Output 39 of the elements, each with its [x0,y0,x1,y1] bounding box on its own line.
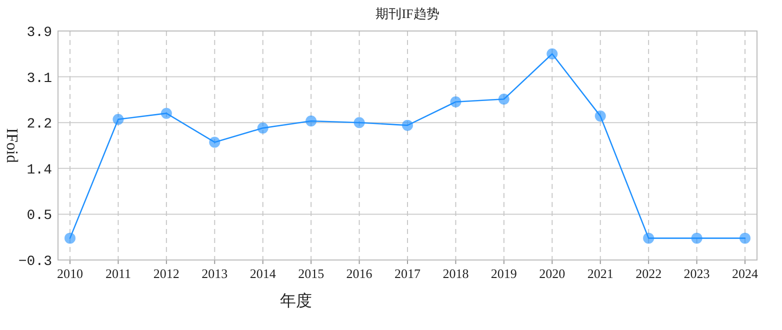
point [64,232,76,244]
x-tick-label: 2012 [153,266,180,281]
x-tick-label: 2018 [442,266,469,281]
point [643,232,654,244]
point [209,136,220,148]
x-tick-label: 2020 [539,266,566,281]
point [160,108,172,119]
x-tick-label: 2015 [298,266,324,281]
x-tick-label: 2014 [250,266,276,281]
chart-title: 期刊IF趋势 [376,6,440,21]
y-axis-title: IFoid [3,128,20,163]
y-tick-label: 3.9 [26,25,52,41]
point [546,48,558,60]
point [402,120,413,131]
point [691,232,702,244]
y-tick-label: 0.5 [26,208,52,224]
point [257,122,268,134]
x-tick-label: 2011 [105,266,131,281]
point [354,117,365,128]
y-tick-label: 2.2 [26,116,52,133]
point [306,115,317,126]
x-tick-label: 2019 [490,266,517,281]
x-tick-label: 2017 [394,266,421,281]
x-tick-label: 2016 [346,266,373,281]
y-tick-label: 3.1 [26,70,52,87]
x-tick-label: 2024 [732,266,758,281]
point [740,232,750,244]
x-tick-label: 2023 [684,266,710,281]
point [450,96,462,108]
y-tick-label: −0.3 [18,254,52,270]
x-tick-label: 2021 [587,266,614,281]
x-axis-title: 年度 [280,292,312,310]
x-tick-label: 2022 [636,266,662,281]
y-tick-label: 1.4 [26,162,52,178]
point [594,110,606,122]
point [112,114,124,125]
x-tick-label: 2010 [57,266,83,281]
x-tick-label: 2013 [202,266,228,281]
point [498,94,510,105]
